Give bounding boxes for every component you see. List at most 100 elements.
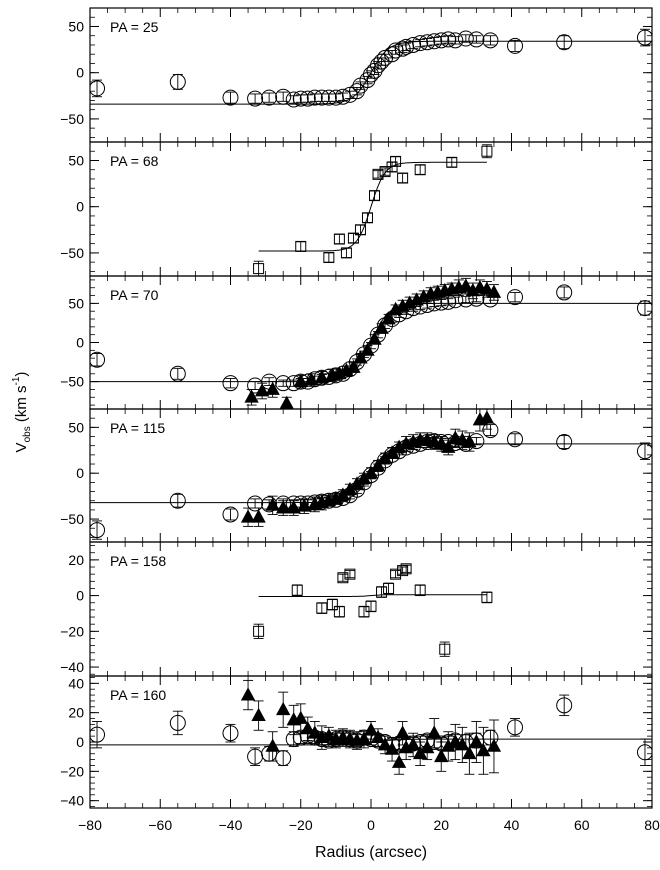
data-point-circle <box>275 750 292 767</box>
data-point-circle <box>169 365 186 382</box>
panel-data <box>90 679 652 775</box>
y-axis-label-sup: -1 <box>11 376 22 385</box>
data-point-triangle <box>293 710 308 724</box>
data-point-circle <box>275 88 292 105</box>
data-point-triangle <box>434 436 449 450</box>
data-point-circle <box>556 284 573 301</box>
data-point-circle <box>169 73 186 90</box>
data-point-square <box>316 602 328 614</box>
data-point-circle <box>426 33 443 50</box>
data-point-triangle <box>391 754 407 768</box>
data-point-circle <box>419 34 436 51</box>
data-point-square <box>390 155 402 167</box>
y-tick-label: −20 <box>60 763 84 779</box>
data-point-triangle <box>448 734 463 748</box>
data-point-triangle <box>374 320 389 334</box>
data-point-triangle <box>240 687 256 701</box>
data-point-circle <box>457 30 474 47</box>
y-tick-label: 0 <box>76 734 84 750</box>
data-point-square <box>400 563 412 575</box>
panel-1: −50 0 50 PA = 25 <box>60 7 653 143</box>
data-point-triangle <box>265 497 280 511</box>
data-point-circle <box>482 32 499 49</box>
data-point-square <box>397 172 409 184</box>
y-axis-label: Vobs (km s-1) <box>11 372 33 453</box>
panel-2: −50 0 50 PA = 68 <box>60 141 653 277</box>
data-point-square <box>414 164 426 176</box>
y-tick-label: 0 <box>76 335 84 351</box>
data-point-square <box>344 568 356 580</box>
data-point-square <box>383 582 395 594</box>
y-tick-label: 40 <box>68 675 84 691</box>
data-point-triangle <box>479 281 495 295</box>
data-point-circle <box>334 88 351 105</box>
data-point-triangle <box>420 740 435 754</box>
x-tick-label: 60 <box>574 817 590 833</box>
data-point-circle <box>90 80 106 97</box>
data-point-triangle <box>314 369 329 384</box>
data-point-circle <box>556 434 573 451</box>
x-axis-tick-labels: −80 −60 −40 −20 0 20 40 60 80 <box>78 817 660 833</box>
data-point-triangle <box>395 725 410 739</box>
data-point-square <box>386 161 398 173</box>
y-axis-label-main: V <box>13 442 30 452</box>
data-point-triangle <box>286 500 301 514</box>
data-point-triangle <box>276 500 291 514</box>
data-point-triangle <box>441 439 456 453</box>
data-point-circle <box>636 300 652 317</box>
model-curve <box>258 594 487 597</box>
y-tick-label: −50 <box>60 245 84 261</box>
data-point-circle <box>507 37 524 54</box>
data-point-circle <box>247 90 264 107</box>
panel-label: PA = 70 <box>110 287 159 303</box>
data-point-triangle <box>434 748 449 763</box>
panel-4: −50 0 50 PA = 115 <box>60 408 653 543</box>
data-point-triangle <box>405 737 421 751</box>
data-point-circle <box>90 522 106 539</box>
data-point-square <box>354 224 366 236</box>
data-point-triangle <box>486 738 502 752</box>
y-tick-label: −50 <box>60 374 84 390</box>
data-point-circle <box>313 89 330 106</box>
data-point-triangle <box>476 742 491 757</box>
data-point-circle <box>261 89 278 106</box>
x-tick-label: −80 <box>78 817 102 833</box>
data-point-triangle <box>279 395 294 409</box>
data-point-circle <box>222 89 239 106</box>
data-point-triangle <box>363 722 379 736</box>
data-point-circle <box>468 31 485 48</box>
data-point-triangle <box>384 741 400 755</box>
data-point-triangle <box>293 373 308 388</box>
panel-data <box>90 277 652 409</box>
data-point-circle <box>169 492 186 509</box>
y-axis-label-sub: obs <box>22 426 33 442</box>
panel-data <box>253 144 493 276</box>
x-tick-label: −20 <box>289 817 313 833</box>
data-point-circle <box>299 90 316 107</box>
data-point-circle <box>222 725 239 742</box>
data-point-circle <box>292 90 309 107</box>
data-point-circle <box>447 32 464 49</box>
panel-label: PA = 158 <box>110 553 166 569</box>
data-point-circle <box>261 496 278 513</box>
data-point-triangle <box>462 434 477 448</box>
data-point-square <box>446 156 458 168</box>
y-tick-label: −40 <box>60 793 84 809</box>
data-point-square <box>376 586 388 598</box>
data-point-square <box>414 584 426 596</box>
y-tick-label: 0 <box>76 588 84 604</box>
data-point-square <box>295 240 307 252</box>
data-point-triangle <box>455 737 470 751</box>
data-point-square <box>365 600 377 612</box>
data-point-circle <box>169 714 186 731</box>
data-point-triangle <box>469 734 484 748</box>
data-point-triangle <box>458 278 474 292</box>
data-point-triangle <box>307 725 322 739</box>
data-point-circle <box>433 32 450 49</box>
data-point-square <box>361 212 373 224</box>
data-point-triangle <box>244 389 259 403</box>
panel-frame <box>89 141 653 277</box>
panel-6: −40 −20 0 20 40 PA = 160 <box>60 675 653 809</box>
y-tick-label: 50 <box>68 419 84 435</box>
